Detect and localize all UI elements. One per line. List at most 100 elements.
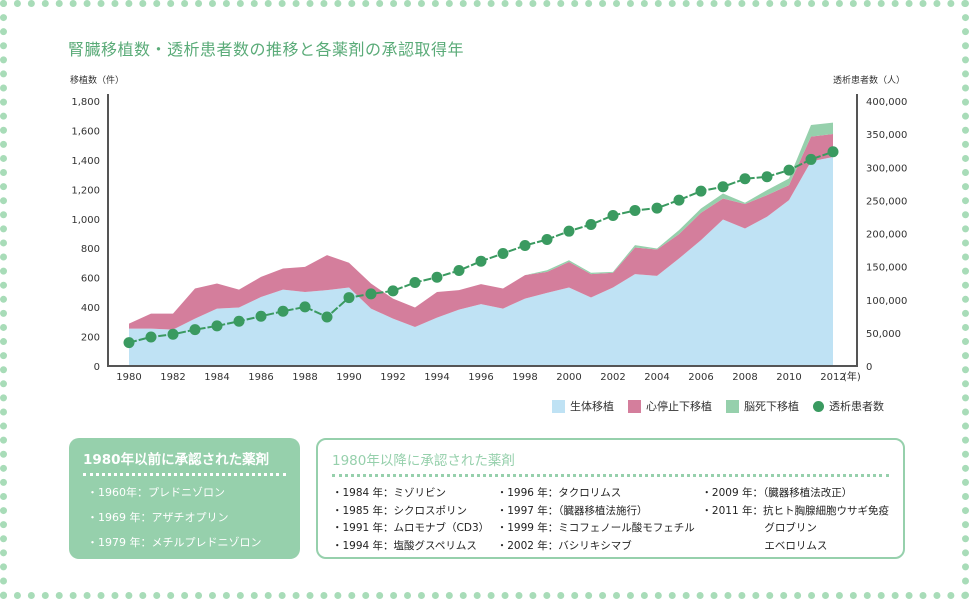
right-tick-label: 100,000: [866, 296, 907, 307]
drug-item: ・1979 年：メチルプレドニゾロン: [87, 536, 262, 549]
drug-item: ・2011 年：抗ヒト胸腺細胞ウサギ免疫: [701, 504, 889, 517]
x-tick-label: 1980: [116, 372, 141, 383]
dialysis-point: [519, 239, 531, 251]
legend-swatch: [552, 399, 565, 413]
x-tick-label: 1988: [292, 372, 317, 383]
right-tick-label: 200,000: [866, 230, 907, 241]
left-tick-label: 800: [81, 244, 100, 255]
right-axis-label: 透析患者数（人）: [833, 74, 905, 86]
x-tick-label: 1984: [204, 372, 229, 383]
legend-swatch: [726, 399, 739, 413]
dialysis-point: [761, 171, 773, 183]
right-tick-label: 50,000: [866, 329, 901, 340]
x-unit-label: (年): [843, 370, 861, 383]
x-tick-label: 1998: [512, 372, 537, 383]
dialysis-point: [299, 301, 311, 313]
dialysis-line: [123, 146, 839, 349]
left-tick-label: 1,000: [71, 215, 100, 226]
left-tick-label: 200: [81, 333, 100, 344]
dialysis-point: [453, 265, 465, 277]
dialysis-point: [277, 305, 289, 317]
legend-label: 心停止下移植: [646, 400, 712, 413]
dialysis-point: [387, 285, 399, 297]
left-tick-label: 1,400: [71, 156, 100, 167]
drug-item: ・1996 年：タクロリムス: [496, 487, 622, 499]
x-tick-label: 2006: [688, 372, 713, 383]
legend-item-cardiac: 心停止下移植: [628, 398, 712, 414]
left-tick-label: 1,600: [71, 126, 100, 137]
dialysis-point: [563, 225, 575, 237]
dialysis-point: [189, 324, 201, 336]
dialysis-point: [739, 173, 751, 185]
dialysis-point: [343, 292, 355, 304]
legend-label: 脳死下移植: [744, 400, 799, 413]
area-cardiac-death: [129, 133, 833, 330]
dialysis-point: [431, 271, 443, 283]
dialysis-point: [783, 164, 795, 176]
left-tick-label: 600: [81, 274, 100, 285]
right-tick-label: 400,000: [866, 97, 907, 108]
left-tick-label: 1,200: [71, 185, 100, 196]
x-tick-label: 2002: [600, 372, 625, 383]
dialysis-point: [123, 337, 135, 349]
drug-item: ・1969 年：アザチオプリン: [87, 511, 229, 524]
dialysis-point: [365, 288, 377, 300]
dialysis-point: [497, 248, 509, 260]
x-tick-label: 2000: [556, 372, 581, 383]
left-tick-label: 400: [81, 303, 100, 314]
dialysis-point: [475, 255, 487, 267]
drug-item: ・1984 年：ミゾリビン: [332, 487, 447, 499]
before-1980-title: 1980年以前に承認された薬剤: [83, 452, 270, 468]
dialysis-point: [717, 181, 729, 193]
drug-item: ・2009 年：（臓器移植法改正）: [701, 487, 853, 499]
x-tick-label: 2010: [776, 372, 801, 383]
x-tick-label: 2008: [732, 372, 757, 383]
drug-item: ・1994 年：塩酸グスペリムス: [332, 539, 477, 552]
dialysis-point: [827, 146, 839, 158]
after-1980-box: 1980年以降に承認された薬剤 ・1984 年：ミゾリビン ・1985 年：シク…: [316, 438, 905, 559]
drug-item: ・1999 年：ミコフェノール酸モフェチル: [496, 522, 695, 534]
dialysis-point: [805, 153, 817, 165]
legend-label: 生体移植: [570, 400, 614, 413]
right-tick-label: 250,000: [866, 196, 907, 207]
x-tick-label: 1990: [336, 372, 361, 383]
legend-item-living: 生体移植: [552, 398, 614, 414]
drug-item: ・1991 年：ムロモナブ（CD3）: [332, 522, 490, 534]
after-1980-title: 1980年以降に承認された薬剤: [332, 453, 515, 469]
dialysis-point: [211, 320, 223, 332]
dialysis-point: [255, 310, 267, 322]
drug-item: ・1960年：プレドニゾロン: [87, 486, 225, 499]
right-tick-label: 350,000: [866, 130, 907, 141]
drug-item: ・1985 年：シクロスポリン: [332, 504, 468, 517]
x-tick-label: 1992: [380, 372, 405, 383]
x-tick-label: 2004: [644, 372, 669, 383]
legend-swatch: [628, 399, 641, 413]
x-tick-label: 1996: [468, 372, 493, 383]
area-layers: [129, 122, 833, 366]
x-tick-label: 1986: [248, 372, 273, 383]
right-tick-label: 150,000: [866, 263, 907, 274]
x-tick-label: 2012: [820, 372, 845, 383]
legend-marker: [813, 400, 824, 412]
drug-column-3: ・2009 年：（臓器移植法改正） ・2011 年：抗ヒト胸腺細胞ウサギ免疫 グ…: [701, 485, 889, 555]
area-living-donor: [129, 156, 833, 366]
legend-label: 透析患者数: [829, 400, 884, 413]
left-axis-label: 移植数（件）: [70, 74, 124, 86]
drug-item: ・1997 年：（臓器移植法施行）: [496, 504, 648, 517]
right-tick-label: 0: [866, 362, 872, 373]
dialysis-point: [695, 185, 707, 197]
dialysis-point: [651, 202, 663, 214]
drug-item: ・2002 年：バシリキシマブ: [496, 539, 632, 552]
before-1980-box: 1980年以前に承認された薬剤 ・1960年：プレドニゾロン ・1969 年：ア…: [69, 438, 300, 559]
drug-column-2: ・1996 年：タクロリムス ・1997 年：（臓器移植法施行） ・1999 年…: [497, 485, 702, 555]
drug-column-1: ・1984 年：ミゾリビン ・1985 年：シクロスポリン ・1991 年：ムロ…: [332, 485, 497, 555]
dialysis-point: [673, 194, 685, 206]
dialysis-point: [145, 331, 157, 343]
dialysis-point: [585, 218, 597, 230]
divider: [83, 473, 286, 476]
legend-item-brain: 脳死下移植: [726, 398, 799, 414]
dialysis-point: [607, 209, 619, 221]
drug-item: グロブリン: [701, 522, 817, 534]
right-tick-label: 300,000: [866, 163, 907, 174]
